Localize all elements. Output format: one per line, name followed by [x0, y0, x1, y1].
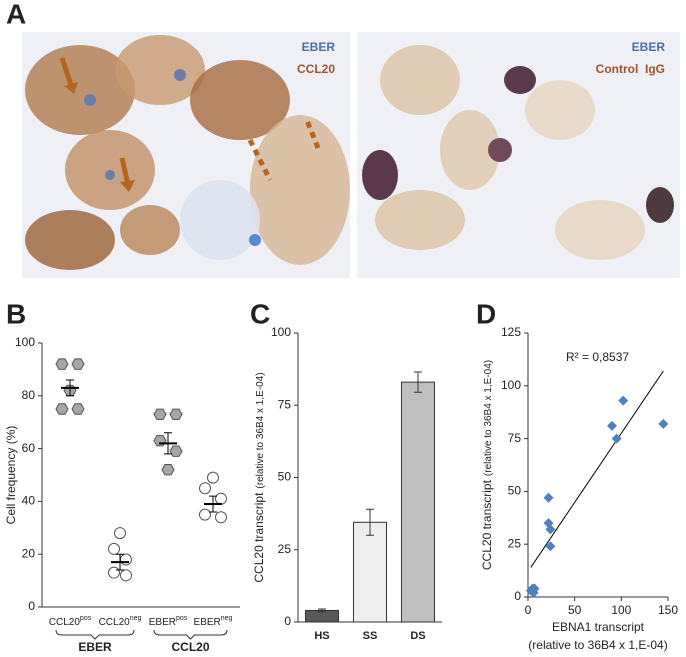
x-tick-label: 150 [658, 603, 678, 617]
sem-bar [209, 495, 217, 513]
error-bar [366, 508, 374, 536]
y-tick-label: 50 [508, 484, 522, 498]
point [120, 553, 132, 566]
sem-bar [66, 379, 74, 397]
point [215, 492, 227, 505]
y-axis-label-part: (relative to 36B4 x 1,E-04) [483, 360, 494, 476]
group-label: EBER [78, 640, 112, 654]
x-tick-label-sup: neg [221, 615, 233, 622]
point [199, 508, 211, 521]
photo-right [357, 32, 680, 278]
y-axis-label: Cell frequency (%) [4, 426, 18, 525]
panel-label: A [6, 0, 26, 29]
photo-label: Control IgG [596, 62, 665, 76]
point [607, 420, 617, 431]
bar [353, 521, 387, 623]
x-tick-label-part: EBER [194, 617, 221, 628]
y-tick-label: 0 [28, 599, 35, 613]
point [108, 566, 120, 579]
sem-bar [164, 432, 172, 455]
point [153, 408, 167, 420]
point [207, 471, 219, 484]
annotation: R² = 0,8537 [566, 350, 629, 364]
photo-left [22, 32, 350, 278]
point [527, 585, 538, 596]
point [120, 569, 132, 582]
x-tick-label-sup: neg [130, 615, 142, 622]
y-axis-label-part: CCL20 transcript [252, 492, 266, 583]
point [215, 511, 227, 524]
x-tick-label: 0 [525, 603, 532, 617]
y-tick-label: 40 [22, 494, 36, 508]
point [55, 403, 69, 415]
y-tick-label: 0 [284, 614, 291, 628]
y-tick-label: 50 [278, 470, 292, 484]
x-tick-label: DS [410, 630, 425, 642]
y-tick-label: 25 [508, 536, 522, 550]
photo-label: EBER [632, 40, 666, 54]
x-tick-label: CCL20pos [49, 615, 92, 628]
point [71, 358, 85, 370]
point [108, 542, 120, 555]
group-label: CCL20 [171, 640, 209, 654]
y-tick-label: 100 [15, 335, 35, 349]
y-axis-label: CCL20 transcript (relative to 36B4 x 1,E-… [480, 360, 494, 570]
trendline [530, 370, 664, 568]
sem-bar [116, 553, 124, 571]
x-tick-label: HS [314, 630, 329, 642]
x-tick-label-part: EBER [149, 617, 176, 628]
point [545, 541, 556, 552]
x-tick-label: EBERpos [149, 615, 188, 628]
x-tick-label: 50 [568, 603, 582, 617]
y-tick-label: 125 [501, 325, 521, 339]
point [71, 403, 85, 415]
y-axis-label-part: (relative to 36B4 x 1,E-04) [255, 372, 266, 488]
point [169, 408, 183, 420]
x-axis-label: EBNA1 transcript [552, 620, 645, 634]
group-bracket [55, 629, 135, 640]
point [169, 445, 183, 457]
x-tick-label-part: CCL20 [49, 617, 81, 628]
point [618, 395, 629, 406]
y-tick-label: 75 [278, 397, 292, 411]
y-tick-label: 100 [501, 378, 521, 392]
y-axis-label-part: CCL20 transcript [480, 479, 494, 570]
y-tick-label: 20 [22, 546, 36, 560]
panel-label: B [6, 298, 26, 329]
x-tick-label-part: CCL20 [99, 617, 131, 628]
point [543, 492, 554, 503]
error-bar [414, 371, 422, 393]
y-axis-label: CCL20 transcript (relative to 36B4 x 1,E-… [252, 372, 266, 582]
photo-label: CCL20 [297, 62, 335, 76]
point [199, 482, 211, 495]
y-tick-label: 0 [514, 589, 521, 603]
x-tick-label: CCL20neg [99, 615, 142, 628]
panel-label: C [250, 298, 270, 329]
point [114, 527, 126, 540]
point [658, 418, 669, 429]
y-tick-label: 25 [278, 542, 292, 556]
group-bracket [153, 629, 228, 640]
y-tick-label: 60 [22, 441, 36, 455]
x-tick-label: 100 [611, 603, 631, 617]
panel-label: D [476, 298, 496, 329]
y-tick-label: 80 [22, 388, 36, 402]
x-axis-label: (relative to 36B4 x 1,E-04) [528, 638, 667, 652]
error-bar [318, 608, 326, 613]
x-tick-label-sup: pos [176, 615, 188, 622]
point [161, 464, 175, 476]
x-tick-label-sup: pos [80, 615, 92, 622]
bar [401, 381, 435, 623]
x-tick-label: EBERneg [194, 615, 233, 628]
photo-label: EBER [302, 40, 336, 54]
x-tick-label: SS [363, 630, 378, 642]
point [611, 433, 622, 444]
y-tick-label: 75 [508, 431, 522, 445]
y-tick-label: 100 [271, 325, 291, 339]
point [545, 524, 556, 535]
point [55, 358, 69, 370]
